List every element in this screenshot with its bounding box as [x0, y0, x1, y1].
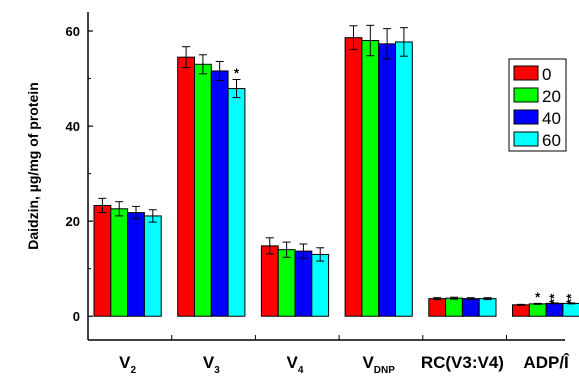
bar-60-3 [395, 41, 413, 317]
legend-swatch-40 [513, 109, 539, 125]
bar-40-3 [378, 43, 397, 317]
legend-label-20: 20 [542, 87, 561, 106]
bar-60-5 [562, 302, 579, 317]
bar-0-0 [93, 204, 112, 317]
bar-0-4 [428, 298, 447, 317]
x-tick-label-3: VDNP [362, 353, 395, 376]
bar-0-5 [512, 304, 530, 317]
legend-label-0: 0 [542, 65, 551, 84]
bar-40-0 [127, 212, 145, 317]
bar-60-2 [311, 253, 330, 317]
y-tick-label-40: 40 [66, 119, 80, 134]
bar-40-5 [545, 302, 564, 317]
legend-swatch-20 [513, 87, 539, 103]
legend-swatch-0 [513, 65, 539, 81]
legend-label-40: 40 [542, 109, 561, 128]
significance-mark-60-5: ** [563, 293, 578, 304]
significance-mark-20-5: * [535, 289, 541, 304]
x-tick-label-4: RC(V3:V4) [421, 353, 504, 372]
bar-40-4 [461, 298, 480, 317]
significance-mark-60-1: * [234, 66, 240, 81]
bar-40-1 [210, 70, 229, 317]
x-tick-label-5: ADP/Î [523, 353, 570, 372]
bar-40-2 [294, 250, 313, 317]
bar-20-4 [445, 297, 463, 317]
bar-20-1 [194, 63, 212, 317]
legend-swatch-60 [513, 131, 539, 147]
bar-60-4 [478, 298, 497, 317]
bar-0-3 [344, 37, 363, 317]
x-tick-label-2: V4 [287, 353, 304, 376]
legend: 0 20 40 60 [508, 58, 567, 152]
x-tick-label-1: V3 [203, 353, 220, 376]
bar-0-2 [260, 245, 279, 317]
significance-mark-40-5: ** [547, 293, 562, 304]
legend-label-60: 60 [542, 131, 561, 150]
bar-20-5 [528, 303, 547, 317]
bar-20-2 [277, 249, 296, 317]
y-axis-label: Daidzin, µg/mg of protein [25, 82, 41, 250]
y-tick-label-0: 0 [73, 309, 80, 324]
x-tick-label-0: V2 [119, 353, 136, 376]
y-tick-label-60: 60 [66, 24, 80, 39]
y-tick-label-20: 20 [66, 214, 80, 229]
bar-0-1 [177, 56, 195, 317]
bar-60-1 [227, 88, 246, 317]
bar-20-3 [361, 40, 380, 317]
bar-60-0 [143, 215, 162, 317]
bar-20-0 [110, 208, 129, 317]
